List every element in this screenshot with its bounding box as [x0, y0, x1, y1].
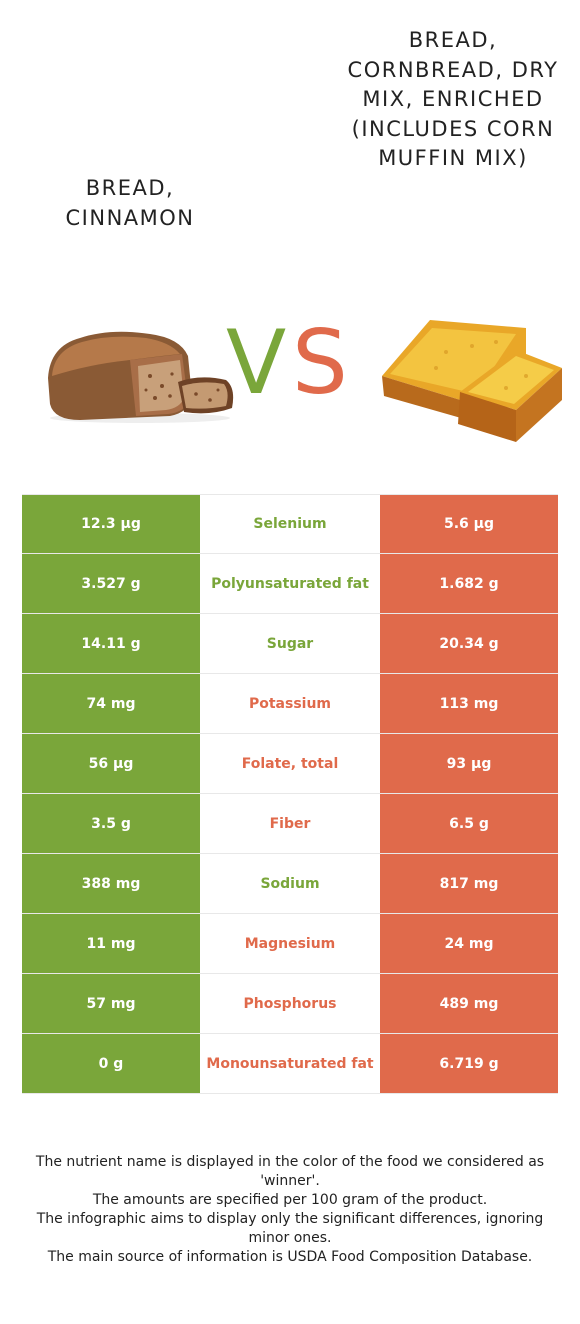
left-value: 12.3 µg [22, 494, 200, 553]
left-value: 74 mg [22, 674, 200, 733]
left-value: 56 µg [22, 734, 200, 793]
nutrient-row: 3.5 g Fiber 6.5 g [22, 794, 558, 854]
nutrient-row: 11 mg Magnesium 24 mg [22, 914, 558, 974]
right-value: 24 mg [380, 914, 558, 973]
nutrient-name: Magnesium [200, 914, 380, 973]
right-value: 113 mg [380, 674, 558, 733]
nutrient-name: Polyunsaturated fat [200, 554, 380, 613]
left-value: 57 mg [22, 974, 200, 1033]
footnote-line: The nutrient name is displayed in the co… [35, 1154, 545, 1189]
cornbread-slices-image [382, 320, 562, 442]
nutrient-row: 57 mg Phosphorus 489 mg [22, 974, 558, 1034]
footnote-line: The infographic aims to display only the… [36, 1211, 544, 1246]
right-value: 817 mg [380, 854, 558, 913]
left-value: 0 g [22, 1034, 200, 1093]
right-value: 1.682 g [380, 554, 558, 613]
nutrient-row: 12.3 µg Selenium 5.6 µg [22, 494, 558, 554]
nutrient-row: 0 g Monounsaturated fat 6.719 g [22, 1034, 558, 1094]
left-value: 14.11 g [22, 614, 200, 673]
nutrient-row: 3.527 g Polyunsaturated fat 1.682 g [22, 554, 558, 614]
nutrient-name: Fiber [200, 794, 380, 853]
nutrient-name: Sugar [200, 614, 380, 673]
vs-letter-s: S [292, 311, 348, 414]
nutrient-name: Potassium [200, 674, 380, 733]
food-title-right: Bread, cornbread, dry mix, enriched (inc… [347, 28, 559, 170]
nutrient-row: 388 mg Sodium 817 mg [22, 854, 558, 914]
nutrient-row: 14.11 g Sugar 20.34 g [22, 614, 558, 674]
nutrient-row: 56 µg Folate, total 93 µg [22, 734, 558, 794]
footnote: The nutrient name is displayed in the co… [24, 1153, 556, 1267]
right-value: 20.34 g [380, 614, 558, 673]
nutrient-name: Sodium [200, 854, 380, 913]
food-title-left: Bread, cinnamon [65, 176, 195, 230]
vs-logo: V S [222, 318, 352, 408]
right-value: 6.719 g [380, 1034, 558, 1093]
nutrient-name: Selenium [200, 494, 380, 553]
footnote-line: The amounts are specified per 100 gram o… [92, 1192, 488, 1208]
left-value: 3.5 g [22, 794, 200, 853]
left-value: 11 mg [22, 914, 200, 973]
vs-letter-v: V [226, 311, 287, 414]
left-value: 388 mg [22, 854, 200, 913]
nutrient-row: 74 mg Potassium 113 mg [22, 674, 558, 734]
right-value: 489 mg [380, 974, 558, 1033]
nutrient-name: Monounsaturated fat [200, 1034, 380, 1093]
nutrient-comparison-table: 12.3 µg Selenium 5.6 µg 3.527 g Polyunsatura… [22, 494, 558, 1094]
cinnamon-bread-loaf-image [48, 331, 234, 423]
right-value: 5.6 µg [380, 494, 558, 553]
nutrient-name: Phosphorus [200, 974, 380, 1033]
right-value: 6.5 g [380, 794, 558, 853]
nutrient-name: Folate, total [200, 734, 380, 793]
footnote-line: The main source of information is USDA F… [47, 1249, 533, 1265]
right-value: 93 µg [380, 734, 558, 793]
left-value: 3.527 g [22, 554, 200, 613]
